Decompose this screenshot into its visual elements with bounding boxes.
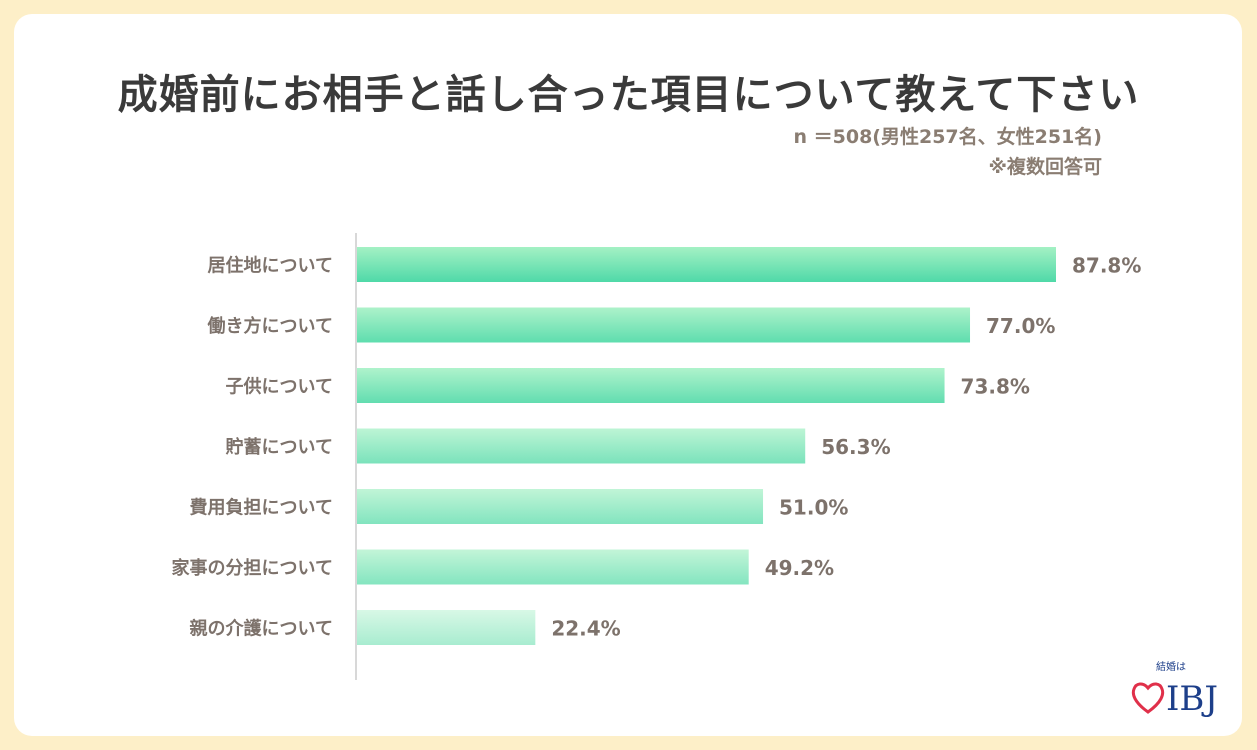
- logo-tagline: 結婚は: [1156, 662, 1186, 673]
- category-label: 貯蓄について: [226, 436, 333, 458]
- logo-brand-text: IBJ: [1166, 679, 1218, 718]
- value-label: 56.3%: [821, 435, 890, 459]
- ibj-logo: IBJ: [1131, 679, 1218, 718]
- bar: [357, 368, 945, 403]
- category-label: 居住地について: [208, 255, 333, 277]
- value-label: 77.0%: [986, 314, 1055, 338]
- bar: [357, 307, 971, 343]
- category-label: 費用負担について: [190, 497, 333, 519]
- value-label: 49.2%: [765, 556, 834, 580]
- heart-outline-icon: [1131, 682, 1165, 714]
- bar: [357, 549, 749, 585]
- bar: [357, 610, 536, 645]
- value-label: 51.0%: [779, 496, 848, 520]
- value-label: 87.8%: [1072, 254, 1141, 278]
- bar: [357, 428, 806, 464]
- category-label: 子供について: [226, 376, 333, 398]
- value-label: 73.8%: [961, 375, 1030, 399]
- bar: [357, 247, 1056, 282]
- bar: [357, 489, 764, 524]
- value-label: 22.4%: [551, 617, 620, 641]
- category-label: 働き方について: [207, 315, 333, 337]
- multiple-answer-note: ※複数回答可: [988, 156, 1102, 178]
- sample-size-note: n ＝508(男性257名、女性251名): [793, 126, 1103, 148]
- category-label: 親の介護について: [190, 618, 333, 640]
- chart-title: 成婚前にお相手と話し合った項目について教えて下さい: [117, 72, 1140, 118]
- category-label: 家事の分担について: [172, 557, 333, 579]
